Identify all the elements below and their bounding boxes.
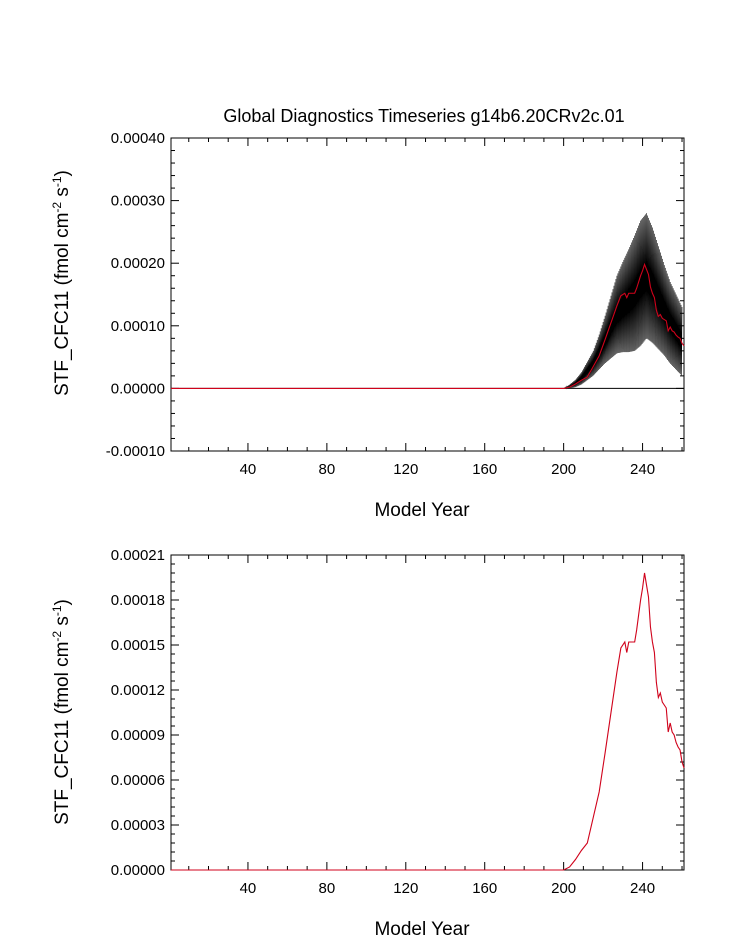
y-axis-title-mid: s	[52, 187, 73, 202]
y-axis-title-base: STF_CFC11 (fmol cm	[52, 642, 73, 825]
y-axis-title: STF_CFC11 (fmol cm-2 s-1)	[50, 170, 73, 396]
x-tick-label: 240	[630, 461, 655, 478]
series-line-monthly	[171, 213, 683, 390]
x-tick-label: 120	[393, 880, 418, 897]
x-axis-title: Model Year	[374, 919, 470, 940]
plot-frame	[170, 554, 685, 871]
x-tick-label: 80	[319, 880, 336, 897]
y-axis-title-exp1: -2	[50, 631, 64, 642]
y-tick-label: 0.00000	[111, 380, 165, 397]
y-tick-label: 0.00006	[111, 772, 165, 789]
y-axis-title-end: )	[52, 599, 73, 605]
y-tick-label: 0.00040	[111, 130, 165, 147]
y-tick-label: 0.00012	[111, 682, 165, 699]
y-tick-label: 0.00020	[111, 255, 165, 272]
y-tick-label: 0.00018	[111, 592, 165, 609]
x-tick-label: 160	[472, 461, 497, 478]
y-tick-label: 0.00009	[111, 727, 165, 744]
y-axis-title-exp2: -1	[50, 176, 64, 187]
plot-frame	[170, 137, 685, 452]
y-tick-label: -0.00010	[106, 443, 165, 460]
y-axis-title: STF_CFC11 (fmol cm-2 s-1)	[50, 599, 73, 825]
x-axis-title: Model Year	[374, 500, 470, 521]
x-tick-label: 240	[630, 880, 655, 897]
x-tick-label: 40	[240, 880, 257, 897]
y-tick-label: 0.00015	[111, 637, 165, 654]
y-tick-label: 0.00030	[111, 193, 165, 210]
y-axis-title-exp1: -2	[50, 202, 64, 213]
y-axis-title-mid: s	[52, 616, 73, 631]
y-axis-title-end: )	[52, 170, 73, 176]
chart-bottom: Model Year STF_CFC11 (fmol cm-2 s-1) 40 8…	[50, 547, 685, 940]
x-tick-label: 160	[472, 880, 497, 897]
x-tick-label: 200	[551, 880, 576, 897]
chart-title: Global Diagnostics Timeseries g14b6.20CR…	[223, 106, 624, 126]
x-tick-label: 40	[240, 461, 257, 478]
x-tick-label: 80	[319, 461, 336, 478]
y-tick-label: 0.00000	[111, 862, 165, 879]
x-tick-label: 200	[551, 461, 576, 478]
series-line-annual	[171, 572, 685, 871]
y-tick-label: 0.00010	[111, 318, 165, 335]
x-tick-label: 120	[393, 461, 418, 478]
y-axis-title-base: STF_CFC11 (fmol cm	[52, 213, 73, 396]
y-axis-title-exp2: -1	[50, 605, 64, 616]
chart-top: Global Diagnostics Timeseries g14b6.20CR…	[50, 106, 685, 521]
series-line-annual	[171, 262, 685, 389]
y-tick-label: 0.00021	[111, 547, 165, 564]
y-tick-label: 0.00003	[111, 817, 165, 834]
